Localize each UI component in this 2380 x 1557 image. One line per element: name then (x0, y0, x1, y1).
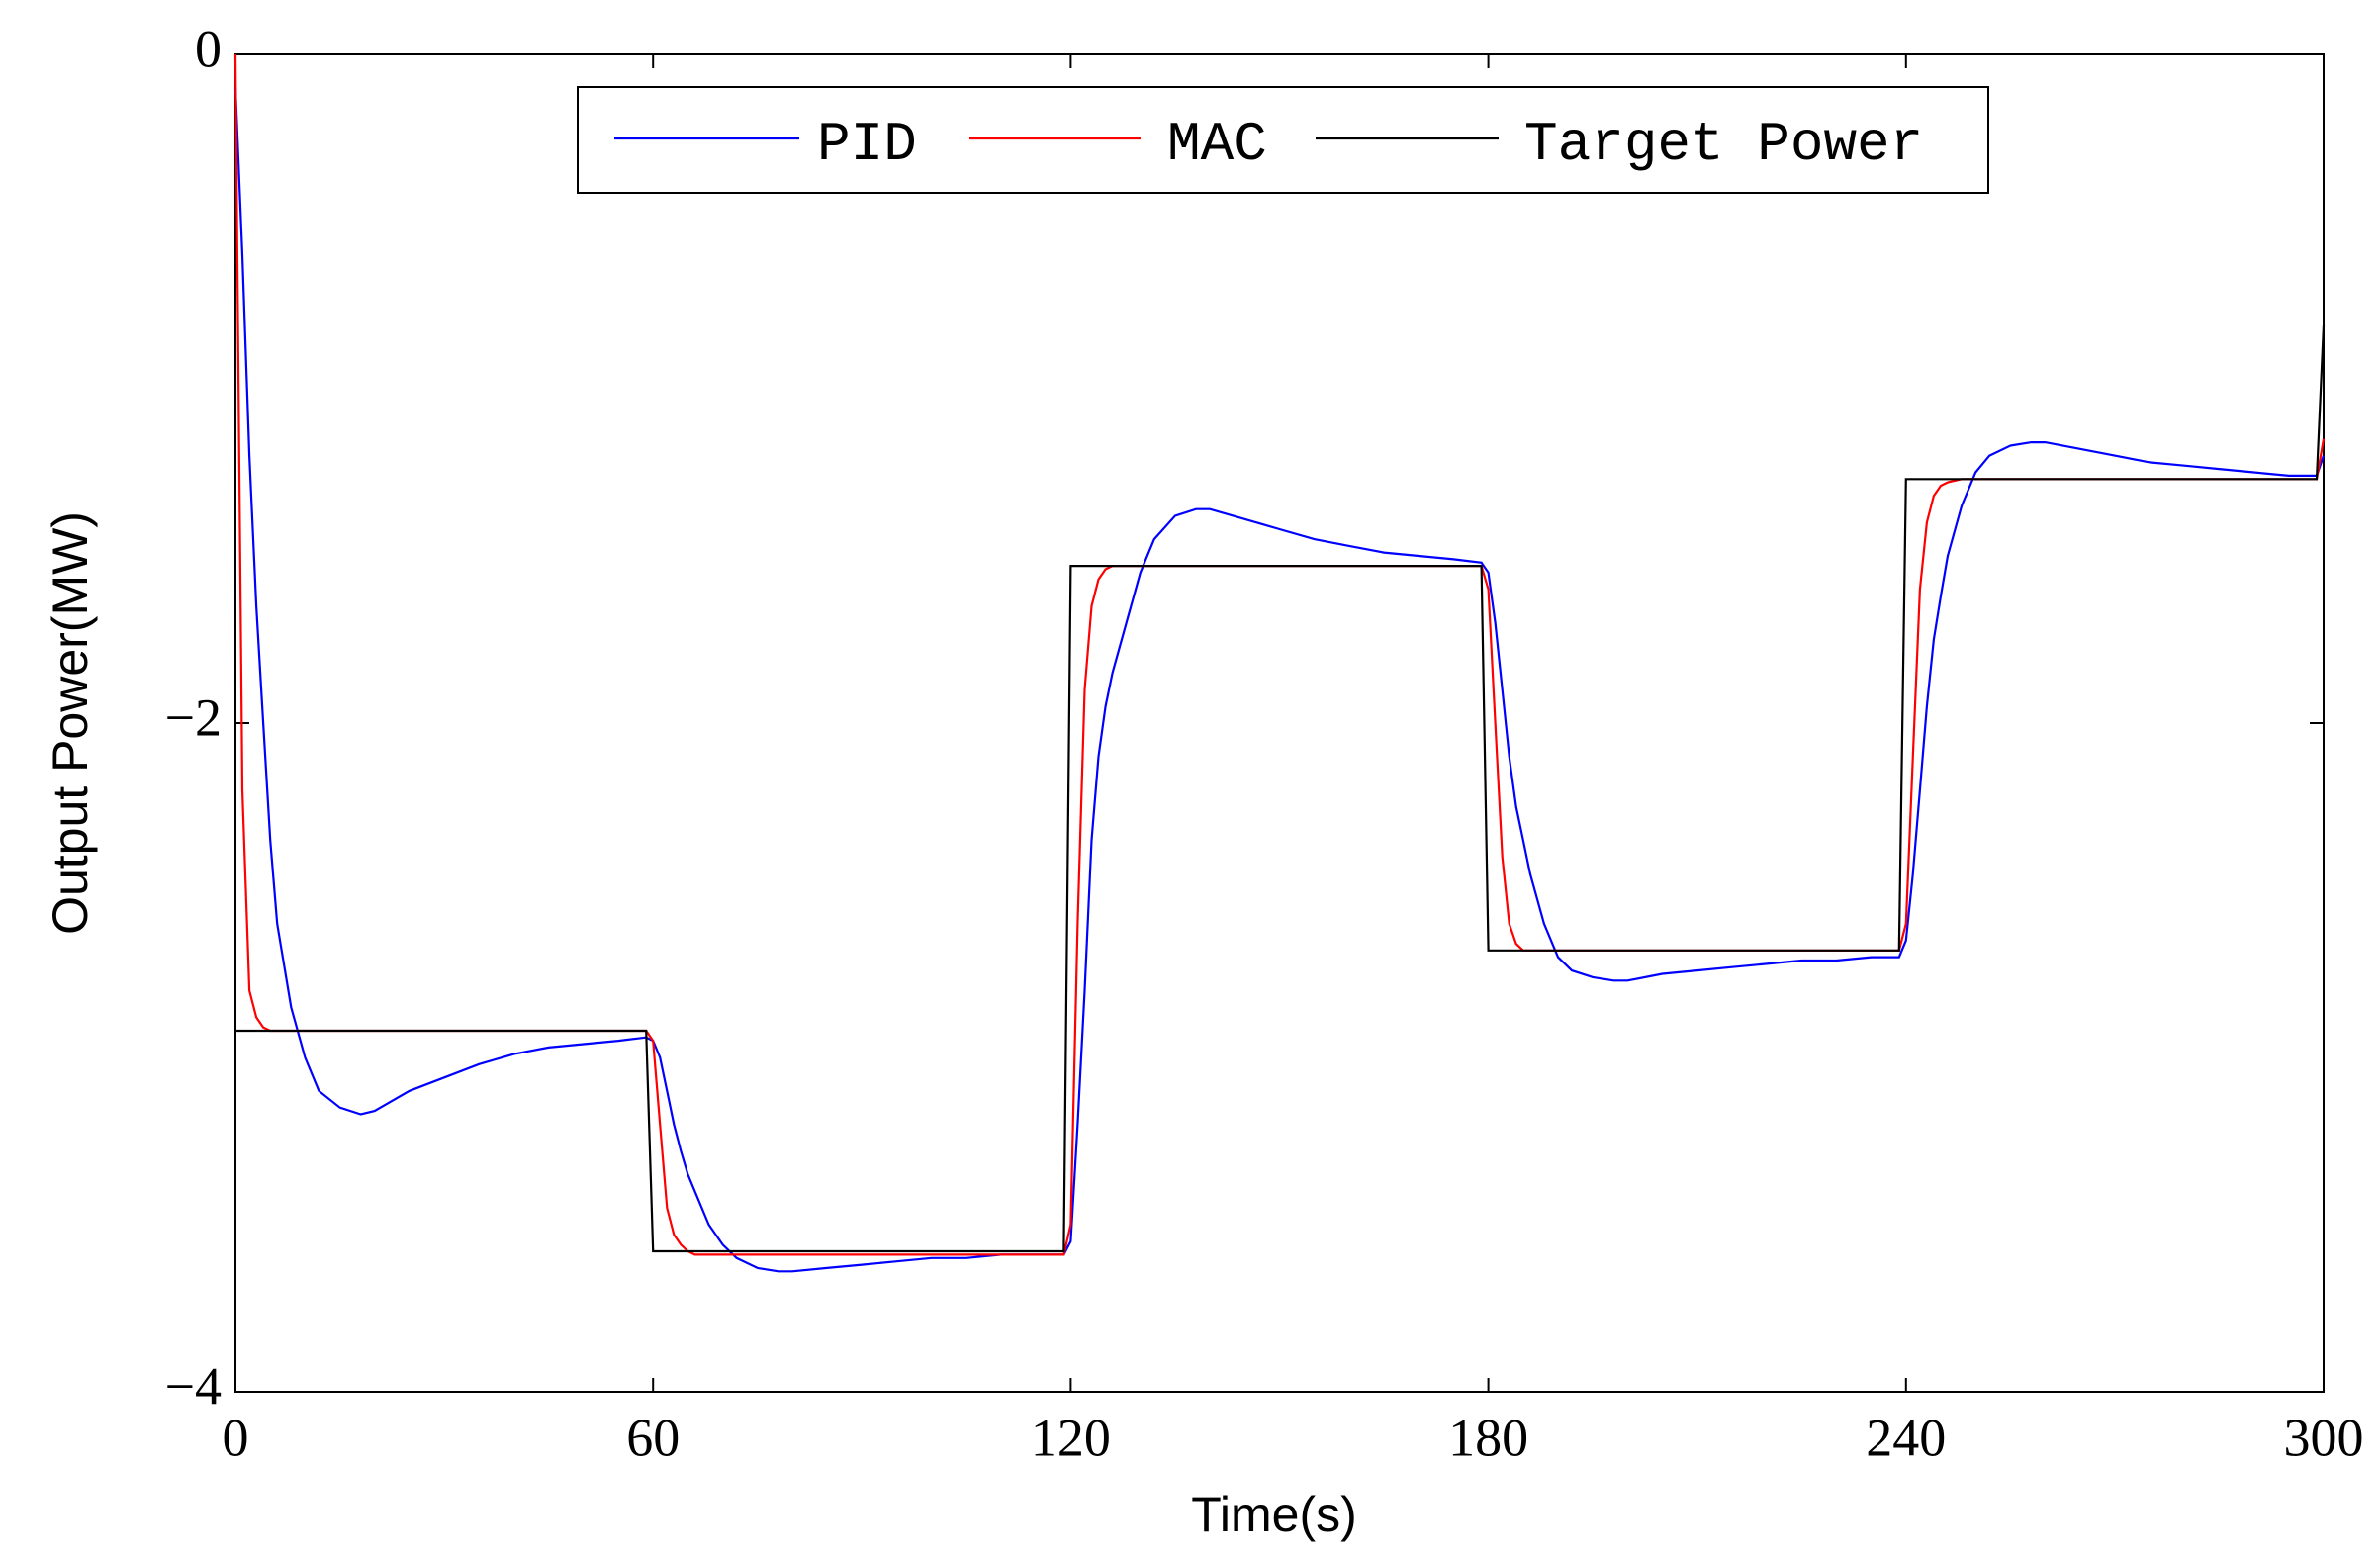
series-line (233, 87, 2326, 1273)
legend-box (577, 86, 1989, 194)
y-tick-label: 0 (195, 19, 222, 78)
x-tick-label: 300 (2284, 1408, 2364, 1467)
y-tick-label: −4 (165, 1356, 222, 1416)
y-tick-label: −2 (165, 687, 222, 747)
x-tick-label: 60 (626, 1408, 680, 1467)
series-line (235, 324, 2326, 1253)
x-tick-label: 0 (223, 1408, 249, 1467)
x-tick-label: 240 (1866, 1408, 1946, 1467)
y-axis-label: Output Power(MW) (43, 511, 98, 935)
legend-label: MAC (1167, 113, 1267, 176)
legend-label: Target Power (1524, 113, 1923, 176)
plot-frame (234, 53, 2325, 1393)
x-tick-label: 180 (1448, 1408, 1528, 1467)
legend-label: PID (817, 113, 917, 176)
x-axis-label: Time(s) (1191, 1487, 1357, 1542)
x-tick-label: 120 (1031, 1408, 1111, 1467)
